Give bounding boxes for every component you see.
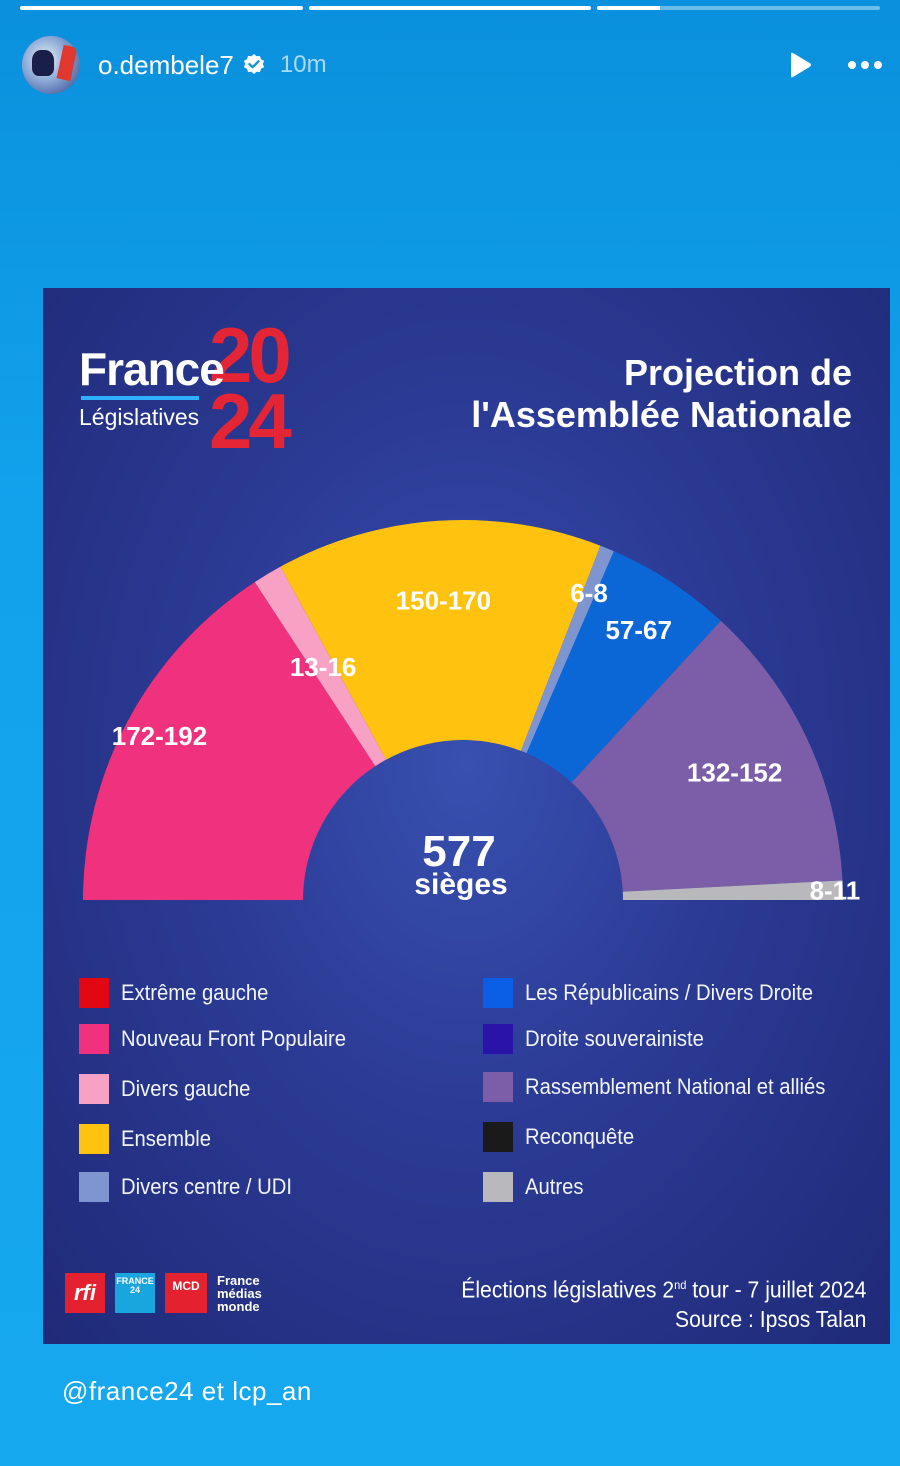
legend-item: Reconquête <box>483 1122 644 1152</box>
legend-swatch <box>483 1072 513 1102</box>
rfi-logo: rfi <box>65 1273 105 1313</box>
legend-item: Divers centre / UDI <box>79 1172 307 1202</box>
hemicycle-segment <box>83 582 376 900</box>
legend-label: Rassemblement National et alliés <box>525 1074 826 1099</box>
segment-label: 150-170 <box>396 586 491 616</box>
progress-segment <box>20 6 303 10</box>
play-icon[interactable] <box>784 50 814 80</box>
verified-badge-icon <box>243 54 264 74</box>
infographic-title: Projection de l'Assemblée Nationale <box>471 352 852 436</box>
hemicycle-segment <box>526 551 721 783</box>
legend-swatch <box>483 1122 513 1152</box>
hemicycle-segment <box>622 880 843 900</box>
segment-label: 13-16 <box>290 652 357 682</box>
mcd-logo: MCD <box>165 1273 207 1313</box>
segment-label: 132-152 <box>687 758 782 788</box>
legend-swatch <box>79 978 109 1008</box>
segment-label: 57-67 <box>605 615 672 645</box>
legend-label: Divers gauche <box>121 1076 251 1101</box>
infographic-card: 20 24 France Législatives Projection de l… <box>43 288 890 1344</box>
legend-label: Ensemble <box>121 1126 212 1151</box>
logo-year: 20 24 <box>209 311 292 465</box>
story-header: o.dembele7 10m <box>22 34 882 96</box>
hemicycle-segment <box>280 520 601 760</box>
legend-item: Les Républicains / Divers Droite <box>483 978 838 1008</box>
logo-underline <box>81 396 199 400</box>
source-note: Élections législatives 2nd tour - 7 juil… <box>461 1271 866 1334</box>
legend-label: Reconquête <box>525 1124 635 1149</box>
progress-segment <box>597 6 881 10</box>
france-medias-monde-logo: France médias monde <box>217 1272 262 1314</box>
legend-label: Divers centre / UDI <box>121 1174 292 1199</box>
legend-swatch <box>79 1074 109 1104</box>
avatar[interactable] <box>22 36 80 94</box>
more-options-icon[interactable] <box>848 61 882 69</box>
france24-legislatives-logo: 20 24 France Législatives <box>79 316 379 478</box>
hemicycle-chart: 172-192 13-16 150-170 6-8 57-67 132-152 8-11 5… <box>83 520 861 905</box>
segment-label: 8-11 <box>810 875 861 905</box>
legend-swatch <box>79 1024 109 1054</box>
hemicycle-segment <box>254 566 387 767</box>
username[interactable]: o.dembele7 <box>98 49 234 80</box>
legend-label: Autres <box>525 1174 584 1199</box>
legend-item: Droite souverainiste <box>483 1024 719 1054</box>
logo-brand: France <box>79 343 225 395</box>
total-seats-value: 577 <box>422 827 495 876</box>
total-seats-label: sièges <box>414 868 507 901</box>
legend-item: Rassemblement National et alliés <box>483 1072 852 1102</box>
legend-swatch <box>79 1124 109 1154</box>
title-line-1: Projection de <box>623 352 852 393</box>
legend-item: Extrême gauche <box>79 978 281 1008</box>
legend-item: Autres <box>483 1172 589 1202</box>
legend-label: Les Républicains / Divers Droite <box>525 980 813 1005</box>
legend-swatch <box>483 978 513 1008</box>
legend-label: Nouveau Front Populaire <box>121 1026 347 1051</box>
progress-fill <box>20 6 303 10</box>
legend-label: Droite souverainiste <box>525 1026 704 1051</box>
progress-fill <box>597 6 660 10</box>
legend-item: Divers gauche <box>79 1074 262 1104</box>
election-date: Élections législatives 2nd tour - 7 juil… <box>460 1276 866 1303</box>
segment-label: 172-192 <box>112 721 207 751</box>
legend-item: Nouveau Front Populaire <box>79 1024 366 1054</box>
story-mention-caption[interactable]: @france24 et lcp_an <box>62 1376 312 1406</box>
legend-item: Ensemble <box>79 1124 219 1154</box>
post-time: 10m <box>279 51 327 78</box>
legend-swatch <box>79 1172 109 1202</box>
progress-segment <box>308 6 592 10</box>
legend-label: Extrême gauche <box>121 980 269 1005</box>
france24-logo: FRANCE 24 <box>115 1273 155 1313</box>
story-progress-bar <box>20 6 881 10</box>
partner-logos: rfi FRANCE 24 MCD France médias monde <box>65 1273 262 1313</box>
hemicycle-segment <box>520 545 614 754</box>
segment-label: 6-8 <box>570 578 608 608</box>
hemicycle-segment <box>571 620 843 892</box>
legend-swatch <box>483 1172 513 1202</box>
logo-subtitle: Législatives <box>79 404 200 430</box>
source-text: Source : Ipsos Talan <box>674 1305 866 1332</box>
legend-swatch <box>483 1024 513 1054</box>
progress-fill <box>308 6 592 10</box>
title-line-2: l'Assemblée Nationale <box>471 394 852 435</box>
